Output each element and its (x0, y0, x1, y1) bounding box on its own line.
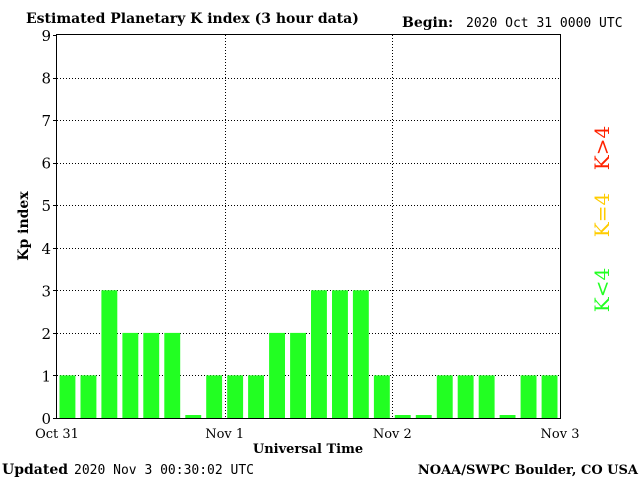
kp-bar (520, 375, 537, 418)
legend-item: K<4 (590, 268, 614, 312)
y-tick-label: 5 (41, 197, 51, 215)
updated-value: 2020 Nov 3 00:30:02 UTC (74, 463, 254, 478)
kp-bar (499, 415, 516, 418)
kp-bar (332, 290, 348, 418)
y-tick-label: 3 (41, 282, 51, 300)
bars-group (59, 290, 558, 418)
legend-item: K=4 (590, 193, 614, 237)
kp-bar (80, 375, 97, 418)
kp-bar (59, 375, 76, 418)
y-tick-label: 2 (41, 325, 51, 343)
kp-bar (394, 415, 411, 418)
y-tick-label: 1 (41, 367, 51, 385)
kp-bar (269, 332, 285, 418)
kp-bar (164, 332, 181, 418)
legend: K<4 K=4 K>4 (590, 126, 614, 312)
y-tick-label: 9 (41, 27, 51, 45)
x-axis-label: Universal Time (253, 442, 363, 457)
x-tick-label: Oct 31 (35, 427, 79, 442)
kp-bar (101, 290, 118, 418)
legend-item: K>4 (590, 126, 614, 170)
y-axis-label: Kp index (16, 191, 32, 261)
x-tick-label: Nov 2 (373, 427, 412, 442)
credit: NOAA/SWPC Boulder, CO USA (418, 463, 639, 478)
kp-bar (541, 375, 558, 418)
kp-bar (457, 375, 474, 418)
y-tick-label: 7 (41, 112, 51, 130)
y-axis: 0 1 2 3 4 5 6 7 8 9 (41, 27, 57, 428)
plot-frame (56, 34, 561, 419)
y-tick-label: 8 (41, 70, 51, 88)
kp-bar (122, 332, 139, 418)
x-axis: Oct 31 Nov 1 Nov 2 Nov 3 (35, 427, 579, 442)
grid-lines (57, 35, 560, 418)
kp-bar (311, 290, 327, 418)
kp-bar (478, 375, 495, 418)
y-tick-label: 0 (41, 410, 51, 428)
x-tick-label: Nov 1 (205, 427, 244, 442)
kp-bar (373, 375, 390, 418)
kp-bar (143, 332, 160, 418)
kp-bar (290, 332, 306, 418)
begin-value: 2020 Oct 31 0000 UTC (466, 16, 623, 31)
begin-label: Begin: (402, 15, 453, 31)
kp-bar (352, 290, 369, 418)
kp-bar (206, 375, 223, 418)
chart-title: Estimated Planetary K index (3 hour data… (26, 11, 359, 27)
kp-bar (185, 415, 202, 418)
kp-bar (415, 415, 432, 418)
y-tick-label: 4 (41, 240, 51, 258)
kp-bar (227, 375, 244, 418)
y-tick-label: 6 (41, 155, 51, 173)
x-tick-label: Nov 3 (541, 427, 580, 442)
updated-label: Updated (2, 462, 68, 478)
kp-bar (436, 375, 453, 418)
kp-bar (248, 375, 264, 418)
